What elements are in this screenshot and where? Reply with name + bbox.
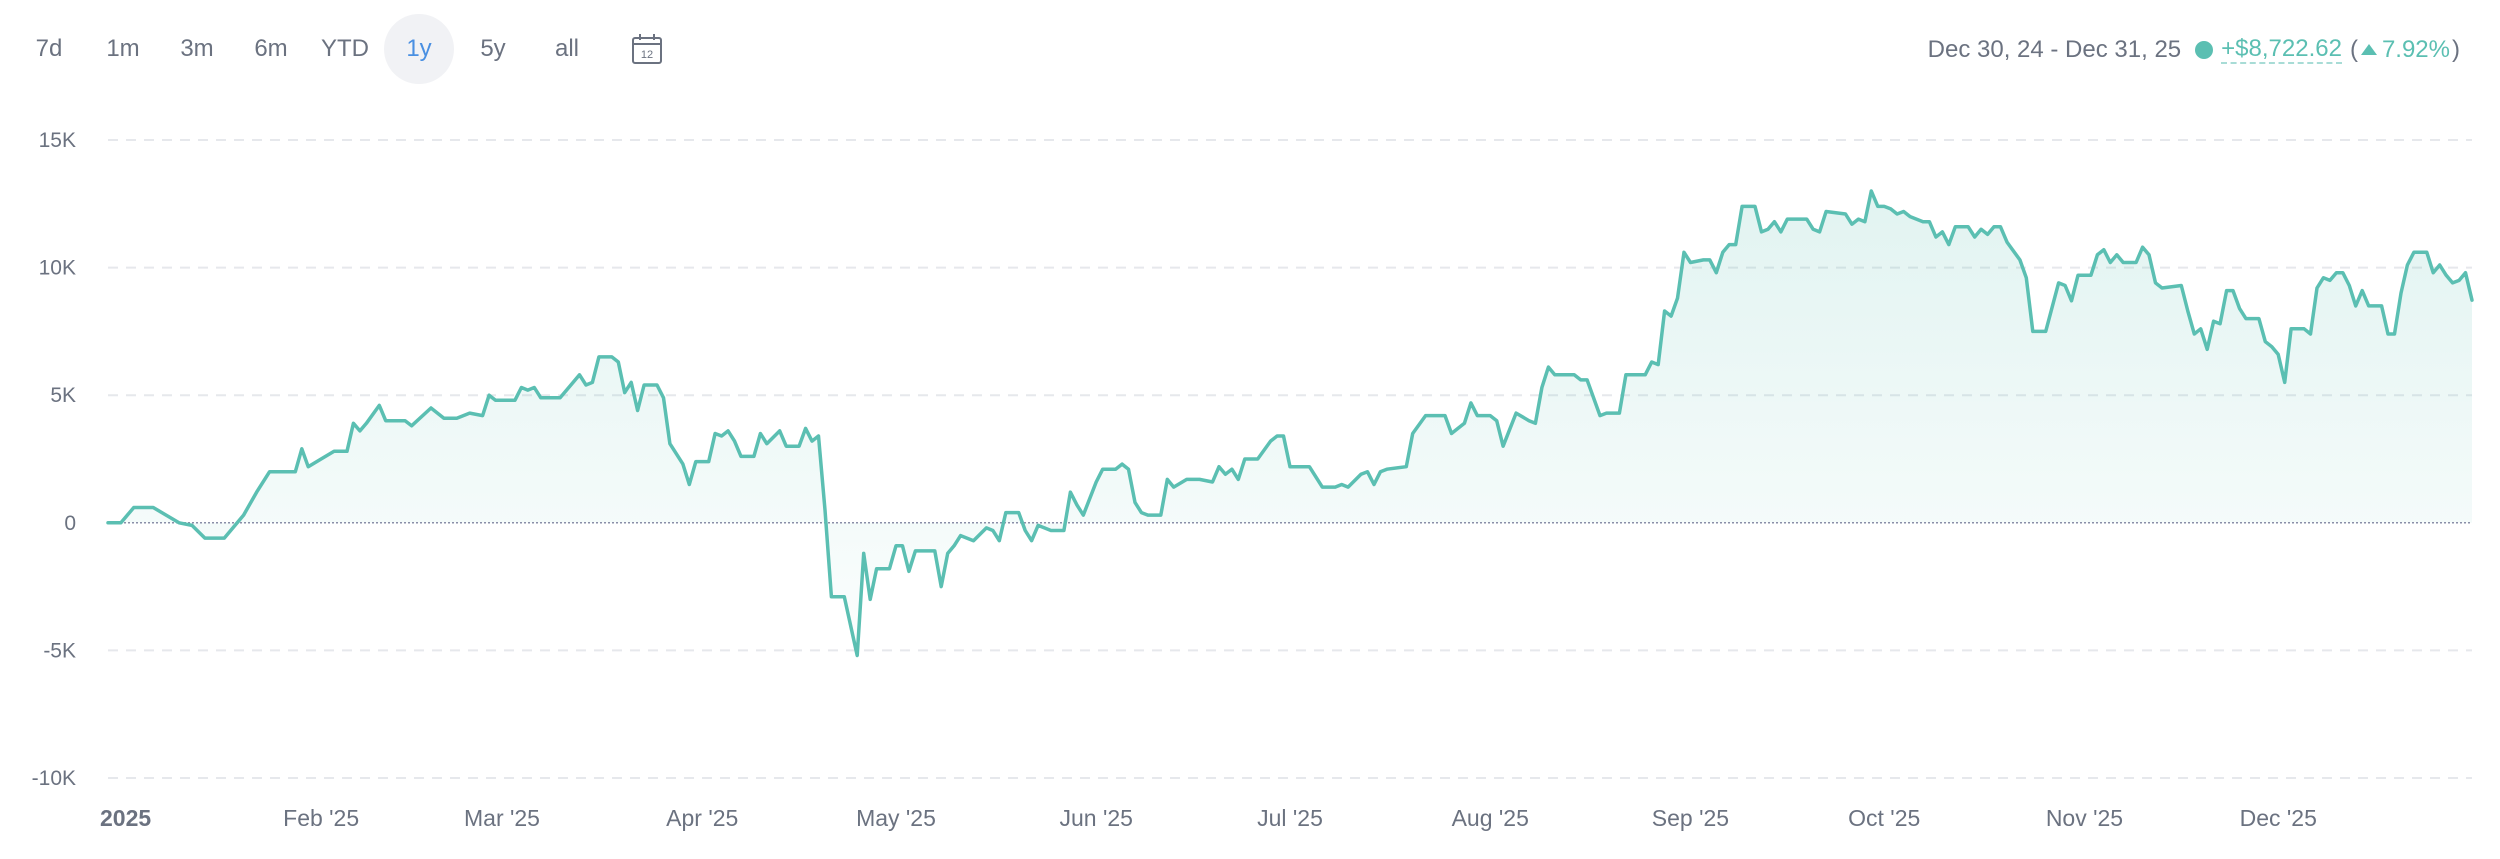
x-tick-label: Apr '25 [666,805,738,831]
label-layer: 15K 10K 5K 0 -5K -10K 2025 Feb '25 Mar '25 Apr '2… [32,129,2317,831]
x-tick-label: Oct '25 [1848,805,1920,831]
range-3m-button[interactable]: 3m [180,35,214,62]
range-1m-button[interactable]: 1m [106,35,140,62]
x-tick-label: Jun '25 [1060,805,1133,831]
gain-amount[interactable]: +$8,722.62 [2221,35,2342,64]
area-layer [106,189,2474,658]
y-tick-label: 0 [64,512,76,535]
x-tick-label: Feb '25 [283,805,359,831]
calendar-day-label: 12 [641,49,653,61]
range-all-button[interactable]: all [554,35,579,62]
range-6m-button[interactable]: 6m [254,35,288,62]
x-tick-label: Jul '25 [1257,805,1323,831]
series-dot-icon [2195,41,2214,59]
range-ytd-button[interactable]: YTD [321,35,369,62]
range-5y-button[interactable]: 5y [480,35,506,62]
y-tick-label: 15K [39,129,76,152]
range-7d-button[interactable]: 7d [35,35,63,62]
y-tick-label: 5K [50,384,76,407]
open-paren: ( [2349,36,2358,63]
y-tick-label: -10K [32,767,76,790]
close-paren: ) [2452,36,2460,63]
y-tick-label: 10K [39,257,76,280]
calendar-icon: 12 [632,34,662,64]
percent-change: 7.92% [2360,36,2450,64]
range-1y-button[interactable]: 1y [384,14,454,84]
range-selector: 7d 1m 3m 6m YTD 1y 5y all 12 [14,14,682,84]
triangle-up-icon [2360,44,2377,55]
x-tick-label: May '25 [856,805,936,831]
y-tick-label: -5K [43,639,76,662]
calendar-button[interactable]: 12 [612,14,682,84]
x-tick-label: Sep '25 [1652,805,1729,831]
x-tick-label: Aug '25 [1452,805,1529,831]
area-fill [108,191,2472,656]
date-range-label: Dec 30, 24 - Dec 31, 25 [1927,36,2182,63]
percent-change-value: 7.92% [2381,36,2450,63]
x-tick-label: Mar '25 [464,805,540,831]
performance-summary: Dec 30, 24 - Dec 31, 25 +$8,722.62 ( 7.9… [1928,30,2460,70]
x-tick-label: Dec '25 [2240,805,2317,831]
x-tick-label: 2025 [100,805,151,831]
x-tick-label: Nov '25 [2046,805,2123,831]
